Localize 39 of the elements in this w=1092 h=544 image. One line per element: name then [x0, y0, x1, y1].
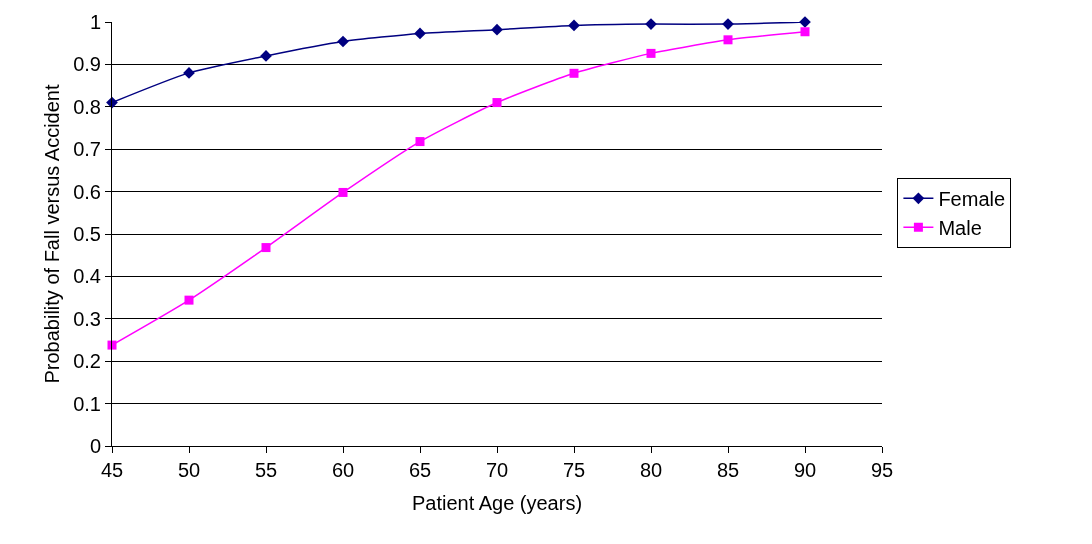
y-axis-title: Probability of Fall versus Accident	[40, 84, 63, 384]
x-axis-title: Patient Age (years)	[411, 491, 583, 514]
x-tick-label: 80	[639, 459, 663, 481]
x-tick-label: 70	[485, 459, 509, 481]
point	[492, 98, 502, 108]
x-tick-label: 50	[177, 459, 201, 481]
point	[415, 137, 425, 147]
y-tick-label: 1	[89, 11, 101, 33]
y-tick-label: 0.6	[73, 180, 101, 203]
point	[723, 35, 733, 45]
y-tick-label: 0.1	[73, 392, 101, 415]
x-tick-label: 75	[562, 459, 586, 481]
x-tick-label: 90	[793, 459, 817, 481]
point	[646, 48, 656, 58]
x-tick-label: 60	[331, 459, 355, 481]
y-tick-label: 0	[89, 435, 101, 457]
y-tick-label: 0.2	[73, 350, 101, 373]
y-tick-label: 0.7	[73, 138, 101, 161]
x-tick-label: 55	[254, 459, 278, 481]
y-tick-label: 0.9	[73, 53, 101, 76]
y-tick-label: 0.4	[73, 265, 101, 288]
y-tick-label: 0.8	[73, 95, 101, 118]
y-tick-label: 0.3	[73, 307, 101, 330]
x-tick-label: 95	[870, 459, 894, 481]
point	[261, 243, 271, 253]
point	[800, 27, 810, 37]
point	[184, 295, 194, 305]
x-tick-label: 45	[100, 459, 124, 481]
legend-label: Female	[938, 188, 1006, 211]
point	[568, 19, 580, 32]
point	[338, 187, 348, 197]
point	[569, 68, 579, 78]
legend-label: Male	[938, 217, 982, 240]
point	[491, 23, 503, 36]
x-tick-label: 65	[408, 459, 432, 481]
point	[414, 27, 426, 40]
y-tick-label: 0.5	[73, 223, 101, 245]
point	[337, 35, 349, 48]
x-tick-label: 85	[716, 459, 740, 481]
